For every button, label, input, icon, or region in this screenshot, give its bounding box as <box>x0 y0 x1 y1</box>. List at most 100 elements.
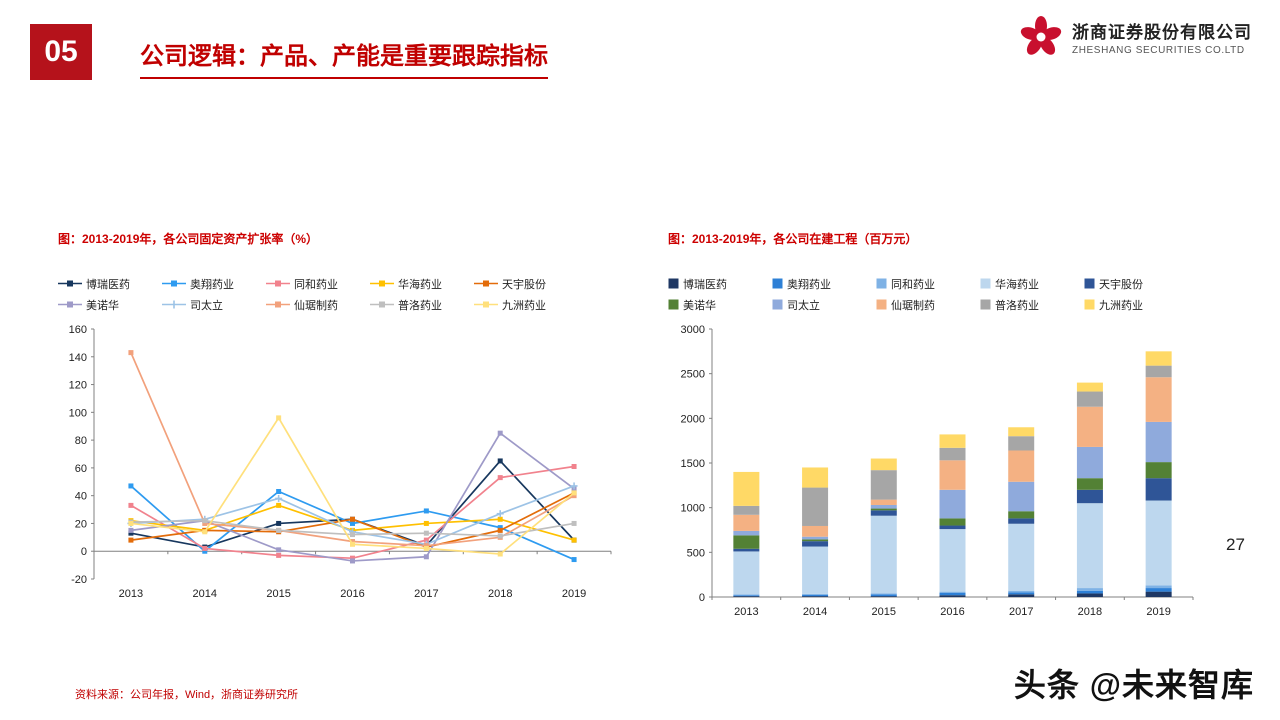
legend-marker-icon <box>980 299 991 310</box>
legend-label: 博瑞医药 <box>683 278 727 291</box>
legend-marker-icon <box>266 280 290 287</box>
svg-text:3000: 3000 <box>681 324 705 336</box>
legend-label: 九洲药业 <box>1099 299 1143 312</box>
svg-text:2016: 2016 <box>940 606 964 618</box>
legend-item: 司太立 <box>162 294 266 315</box>
legend-marker-icon <box>474 301 498 308</box>
svg-text:2017: 2017 <box>414 588 438 600</box>
legend-marker-icon <box>58 280 82 287</box>
svg-text:2017: 2017 <box>1009 606 1033 618</box>
logo-company-name-cn: 浙商证券股份有限公司 <box>1072 23 1252 42</box>
line-chart-legend: 博瑞医药 奥翔药业 同和药业 华海药业 天宇股份美诺华 司太立 仙琚制药 普洛药业 九洲药业 <box>58 273 623 315</box>
legend-marker-icon <box>266 301 290 308</box>
legend-label: 博瑞医药 <box>86 278 130 291</box>
legend-label: 普洛药业 <box>995 299 1039 312</box>
logo-text: 浙商证券股份有限公司 ZHESHANG SECURITIES CO.LTD <box>1072 18 1252 56</box>
legend-marker-icon <box>370 280 394 287</box>
svg-text:2018: 2018 <box>488 588 512 600</box>
bar-chart: 0 500 1000 1500 2000 2500 3000 2013 2014 2015 2016… <box>668 321 1203 626</box>
page-title: 公司逻辑：产品、产能是重要跟踪指标 <box>140 36 548 79</box>
legend-label: 天宇股份 <box>1099 278 1143 291</box>
watermark-text: 头条 @未来智库 <box>1013 667 1254 703</box>
svg-text:100: 100 <box>69 407 87 419</box>
legend-marker-icon <box>370 301 394 308</box>
bar-chart-legend: 博瑞医药 奥翔药业 同和药业 华海药业 天宇股份美诺华 司太立 仙琚制药 普洛药业 九洲药业 <box>668 273 1203 315</box>
svg-text:2016: 2016 <box>340 588 364 600</box>
svg-text:1000: 1000 <box>681 503 705 515</box>
bar-chart-block: 图：2013-2019年，各公司在建工程（百万元） 博瑞医药 奥翔药业 同和药业 华海… <box>668 230 1203 626</box>
legend-marker-icon <box>474 280 498 287</box>
legend-item: 博瑞医药 <box>58 273 162 294</box>
legend-label: 普洛药业 <box>398 299 442 312</box>
svg-text:80: 80 <box>75 435 87 447</box>
line-chart-canvas: -20 0 20 40 60 80 100 120 140 160 2013 2014 2015 2016… <box>69 324 612 600</box>
legend-marker-icon <box>980 278 991 289</box>
company-logo: 浙商证券股份有限公司 ZHESHANG SECURITIES CO.LTD <box>1020 16 1252 58</box>
svg-text:1500: 1500 <box>681 458 705 470</box>
bar-chart-canvas: 0 500 1000 1500 2000 2500 3000 2013 2014 2015 2016… <box>681 324 1194 618</box>
legend-marker-icon <box>1084 278 1095 289</box>
svg-text:2000: 2000 <box>681 413 705 425</box>
legend-item: 奥翔药业 <box>772 273 876 294</box>
legend-label: 美诺华 <box>683 299 716 312</box>
legend-item: 奥翔药业 <box>162 273 266 294</box>
svg-text:2018: 2018 <box>1078 606 1102 618</box>
legend-marker-icon <box>772 299 783 310</box>
legend-item: 仙琚制药 <box>876 294 980 315</box>
legend-marker-icon <box>772 278 783 289</box>
legend-item: 九洲药业 <box>1084 294 1188 315</box>
svg-text:0: 0 <box>81 546 87 558</box>
svg-text:2019: 2019 <box>1146 606 1170 618</box>
svg-text:20: 20 <box>75 518 87 530</box>
svg-text:2014: 2014 <box>193 588 217 600</box>
legend-label: 华海药业 <box>995 278 1039 291</box>
legend-marker-icon <box>1084 299 1095 310</box>
legend-marker-icon <box>876 278 887 289</box>
legend-marker-icon <box>162 280 186 287</box>
page-number: 27 <box>1226 535 1245 554</box>
svg-text:500: 500 <box>687 547 705 559</box>
legend-label: 九洲药业 <box>502 299 546 312</box>
legend-marker-icon <box>58 301 82 308</box>
legend-marker-icon <box>668 278 679 289</box>
source-note: 资料来源：公司年报，Wind，浙商证券研究所 <box>75 689 299 701</box>
logo-flower-icon <box>1020 16 1062 55</box>
legend-item: 仙琚制药 <box>266 294 370 315</box>
legend-label: 天宇股份 <box>502 278 546 291</box>
legend-item: 美诺华 <box>58 294 162 315</box>
legend-label: 同和药业 <box>294 278 338 291</box>
legend-marker-icon <box>668 299 679 310</box>
legend-label: 仙琚制药 <box>294 299 338 312</box>
svg-text:2015: 2015 <box>872 606 896 618</box>
line-chart-block: 图：2013-2019年，各公司固定资产扩张率（%） 博瑞医药 奥翔药业 同和药业 华… <box>58 230 623 608</box>
svg-text:60: 60 <box>75 463 87 475</box>
legend-item: 九洲药业 <box>474 294 578 315</box>
svg-text:2013: 2013 <box>734 606 758 618</box>
legend-item: 普洛药业 <box>370 294 474 315</box>
legend-item: 华海药业 <box>980 273 1084 294</box>
line-chart-title: 图：2013-2019年，各公司固定资产扩张率（%） <box>58 232 319 246</box>
svg-text:2019: 2019 <box>562 588 586 600</box>
legend-label: 美诺华 <box>86 299 119 312</box>
legend-label: 司太立 <box>190 299 223 312</box>
legend-label: 司太立 <box>787 299 820 312</box>
legend-marker-icon <box>162 300 186 309</box>
legend-item: 天宇股份 <box>1084 273 1188 294</box>
legend-label: 奥翔药业 <box>190 278 234 291</box>
legend-item: 同和药业 <box>876 273 980 294</box>
legend-item: 博瑞医药 <box>668 273 772 294</box>
svg-text:2015: 2015 <box>266 588 290 600</box>
legend-item: 天宇股份 <box>474 273 578 294</box>
line-chart: -20 0 20 40 60 80 100 120 140 160 2013 2014 2015 2016… <box>58 321 623 608</box>
svg-text:140: 140 <box>69 352 87 364</box>
legend-item: 美诺华 <box>668 294 772 315</box>
legend-label: 同和药业 <box>891 278 935 291</box>
logo-company-name-en: ZHESHANG SECURITIES CO.LTD <box>1072 45 1245 56</box>
svg-text:160: 160 <box>69 324 87 336</box>
bar-chart-title: 图：2013-2019年，各公司在建工程（百万元） <box>668 232 918 246</box>
svg-text:2014: 2014 <box>803 606 827 618</box>
svg-text:120: 120 <box>69 380 87 392</box>
legend-label: 华海药业 <box>398 278 442 291</box>
legend-item: 普洛药业 <box>980 294 1084 315</box>
